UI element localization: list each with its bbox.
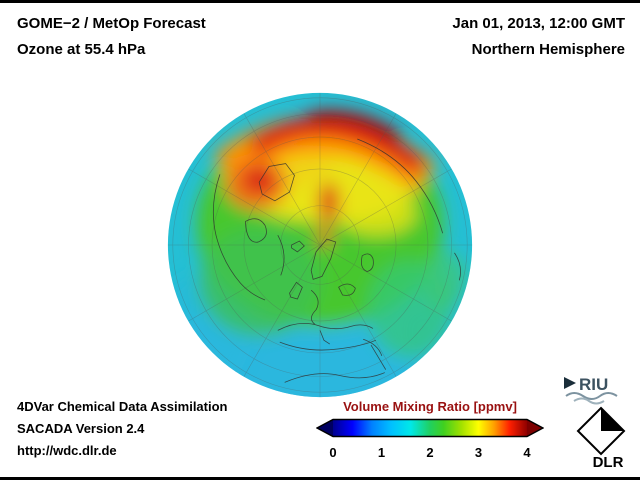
- dlr-logo: DLR: [576, 406, 626, 470]
- tick-label-1: 1: [377, 445, 386, 460]
- riu-triangle-icon: [564, 377, 576, 389]
- colorbar-ticks: 0 1 2 3 4: [316, 445, 544, 461]
- tick-label-0: 0: [329, 445, 337, 460]
- page-subtitle: Ozone at 55.4 hPa: [17, 41, 146, 58]
- header-left: GOME−2 / MetOp Forecast Ozone at 55.4 hP…: [17, 11, 206, 63]
- footer-left: 4DVar Chemical Data Assimilation SACADA …: [17, 396, 228, 462]
- colorbar: [315, 418, 545, 438]
- tick-label-3: 3: [474, 445, 483, 460]
- top-border: [0, 0, 640, 3]
- tick-label-2: 2: [426, 445, 434, 460]
- colorbar-max-arrow: [527, 419, 543, 437]
- version-label: SACADA Version 2.4: [17, 421, 145, 436]
- datetime-label: Jan 01, 2013, 12:00 GMT: [452, 15, 625, 32]
- riu-text: RIU: [579, 375, 608, 394]
- page-title: GOME−2 / MetOp Forecast: [17, 15, 206, 32]
- colorbar-block: Volume Mixing Ratio [ppmv]: [315, 399, 545, 461]
- colorbar-min-arrow: [317, 419, 333, 437]
- globe-ozone-map: [167, 92, 473, 398]
- bottom-border: [0, 477, 640, 480]
- header-right: Jan 01, 2013, 12:00 GMT Northern Hemisph…: [452, 11, 625, 63]
- riu-logo: RIU: [564, 375, 618, 405]
- colorbar-title: Volume Mixing Ratio [ppmv]: [343, 399, 517, 414]
- dlr-wing-icon: [576, 406, 626, 456]
- tick-label-4: 4: [523, 445, 531, 460]
- region-label: Northern Hemisphere: [471, 41, 625, 58]
- assimilation-label: 4DVar Chemical Data Assimilation: [17, 399, 228, 414]
- ozone-field: [167, 92, 473, 398]
- url-label: http://wdc.dlr.de: [17, 443, 117, 458]
- coastlines: [212, 138, 461, 383]
- dlr-text: DLR: [593, 454, 624, 470]
